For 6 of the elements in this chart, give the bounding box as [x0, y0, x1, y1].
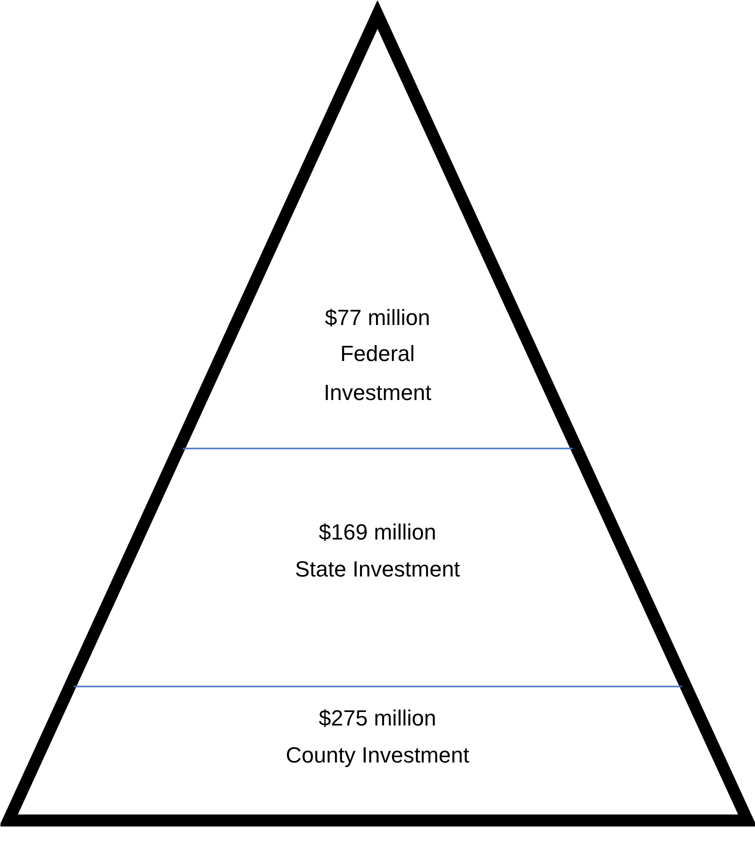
category-label: County Investment — [286, 742, 470, 768]
data-label: $169 million — [318, 520, 436, 544]
category-label: State Investment — [294, 556, 460, 582]
category-label: Federal Investment — [324, 341, 432, 405]
data-label: $77 million — [324, 305, 430, 330]
data-label: $275 million — [318, 706, 436, 730]
